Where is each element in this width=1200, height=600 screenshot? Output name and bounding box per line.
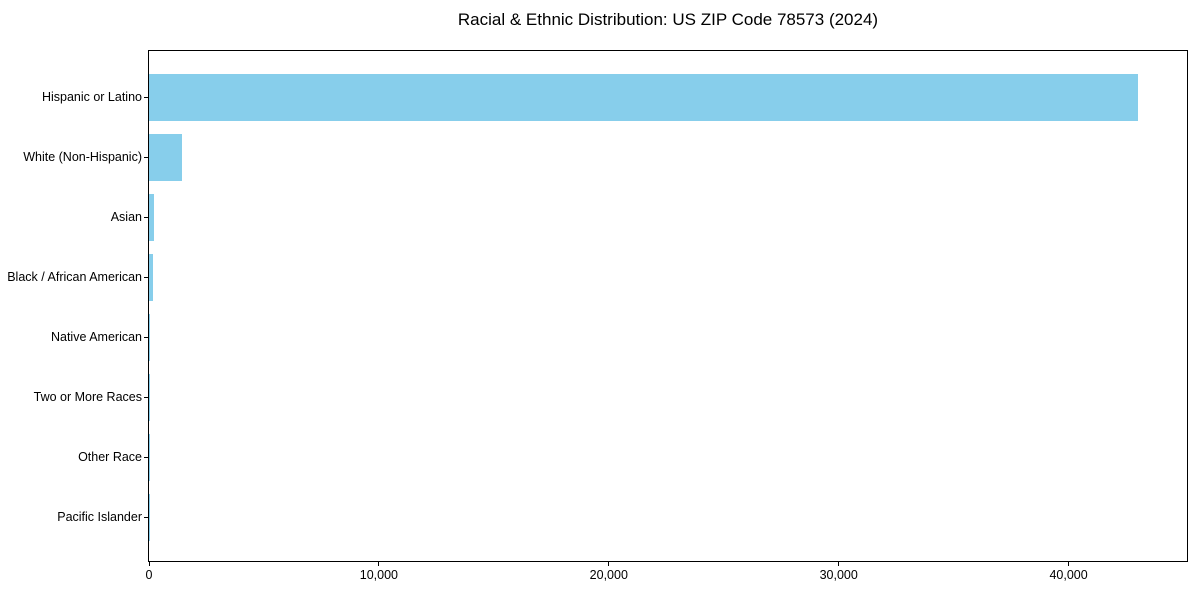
x-axis-label: 40,000 xyxy=(1049,568,1088,582)
y-tick-mark xyxy=(144,457,148,458)
y-axis-label: Native American xyxy=(50,330,142,344)
y-axis-label: Hispanic or Latino xyxy=(41,90,142,104)
y-tick-mark xyxy=(144,337,148,338)
y-axis-label: Asian xyxy=(110,210,142,224)
y-axis-label: Other Race xyxy=(78,450,142,464)
x-axis-label: 0 xyxy=(145,568,153,582)
y-axis-label: Pacific Islander xyxy=(57,510,142,524)
y-axis-label: White (Non-Hispanic) xyxy=(23,150,142,164)
x-tick-mark xyxy=(378,562,380,566)
y-tick-mark xyxy=(144,97,148,98)
y-tick-mark xyxy=(144,517,148,518)
x-tick-mark xyxy=(148,562,150,566)
x-tick-mark xyxy=(838,562,840,566)
y-tick-mark xyxy=(144,217,148,218)
x-axis-label: 20,000 xyxy=(589,568,628,582)
bar-native-american xyxy=(149,313,151,361)
chart-title: Racial & Ethnic Distribution: US ZIP Cod… xyxy=(457,10,879,29)
bar-black-african-american xyxy=(149,253,154,301)
y-tick-mark xyxy=(144,397,148,398)
bar-two-or-more-races xyxy=(149,373,150,421)
x-axis-label: 30,000 xyxy=(819,568,858,582)
bar-hispanic-or-latino xyxy=(149,73,1138,121)
x-tick-mark xyxy=(1068,562,1070,566)
y-tick-mark xyxy=(144,277,148,278)
y-axis-label: Black / African American xyxy=(7,270,142,284)
x-tick-mark xyxy=(608,562,610,566)
y-axis-label: Two or More Races xyxy=(33,390,142,404)
bar-asian xyxy=(149,193,154,241)
plot-area xyxy=(148,50,1188,562)
x-axis-label: 10,000 xyxy=(359,568,398,582)
y-tick-mark xyxy=(144,157,148,158)
bar-white-non-hispanic xyxy=(149,133,183,181)
